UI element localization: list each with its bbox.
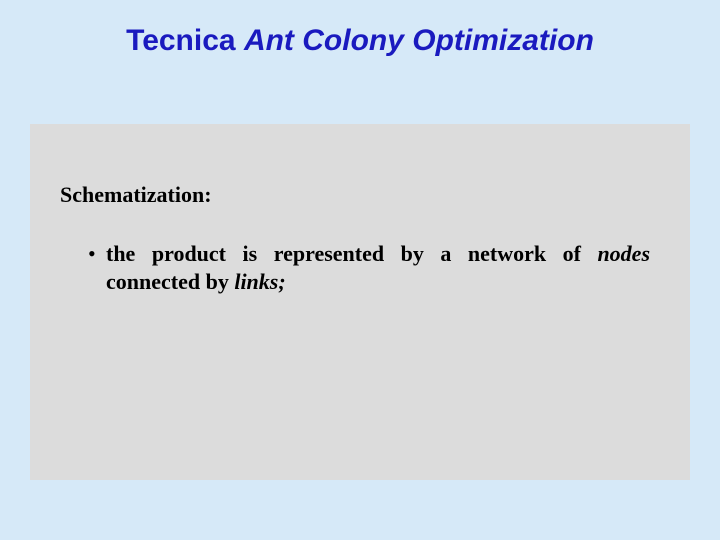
title-plain: Tecnica [126,24,244,57]
bullet-text: the product is represented by a network … [106,240,650,296]
title-italic: Ant Colony Optimization [244,24,594,57]
bullet-keyword-links: links; [234,269,285,294]
bullet-keyword-nodes: nodes [597,241,650,266]
bullet-item: • the product is represented by a networ… [60,240,650,296]
content-heading: Schematization: [60,182,650,208]
slide-title: Tecnica Ant Colony Optimization [0,24,720,58]
bullet-leading: the product is represented by a network … [106,241,597,266]
bullet-marker: • [88,240,106,296]
bullet-mid: connected by [106,269,234,294]
content-box: Schematization: • the product is represe… [30,124,690,480]
slide: Tecnica Ant Colony Optimization Schemati… [0,0,720,540]
